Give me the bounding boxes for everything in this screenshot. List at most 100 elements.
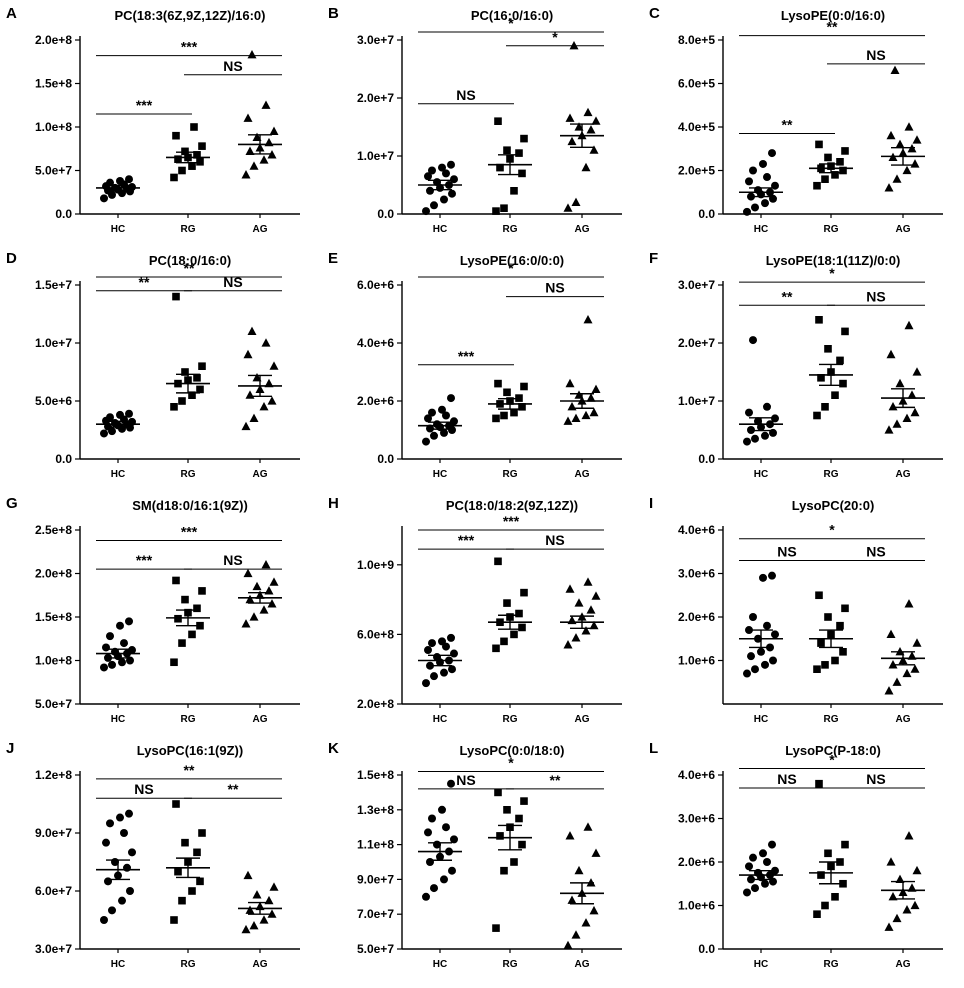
data-point xyxy=(763,621,771,630)
data-point xyxy=(745,862,753,871)
data-point xyxy=(886,629,896,638)
data-point xyxy=(188,887,196,895)
data-point xyxy=(247,326,257,335)
data-point xyxy=(249,413,259,422)
chart-title: LysoPC(0:0/18:0) xyxy=(460,743,565,758)
chart-title: SM(d18:0/16:1(9Z)) xyxy=(132,498,248,513)
data-point xyxy=(188,391,196,399)
data-point xyxy=(126,887,134,895)
data-point xyxy=(125,175,133,184)
data-point xyxy=(170,403,178,411)
data-point xyxy=(518,403,526,411)
data-point xyxy=(763,858,771,866)
y-tick-label: 1.0e+7 xyxy=(357,149,394,163)
significance-label: ** xyxy=(782,288,793,304)
data-point xyxy=(749,853,757,862)
data-point xyxy=(118,896,126,905)
data-point xyxy=(583,107,593,117)
y-tick-label: 0.0 xyxy=(698,207,715,221)
data-point xyxy=(172,576,180,585)
data-point xyxy=(422,437,430,446)
data-point xyxy=(763,173,771,182)
x-tick-label: HC xyxy=(111,959,125,970)
data-point xyxy=(500,411,508,420)
data-point xyxy=(895,139,905,148)
data-point xyxy=(252,373,262,382)
data-point xyxy=(910,900,920,910)
y-tick-label: 0.0 xyxy=(55,452,72,466)
data-point xyxy=(108,906,116,915)
data-point xyxy=(181,838,189,847)
y-tick-label: 4.0e+6 xyxy=(678,768,715,782)
data-point xyxy=(907,390,917,399)
data-point xyxy=(450,835,458,844)
significance-label: NS xyxy=(134,781,153,797)
data-point xyxy=(565,831,575,840)
data-point xyxy=(198,587,206,595)
data-point xyxy=(886,130,896,140)
data-point xyxy=(430,884,438,893)
data-point xyxy=(500,637,508,646)
panel-letter: K xyxy=(328,740,339,757)
chart-I: I LysoPC(20:0) 1.0e+6 2.0e+6 3.0e+6 4.0e+6 HC R… xyxy=(649,495,943,725)
data-point xyxy=(902,905,912,914)
data-point xyxy=(181,595,189,604)
data-point xyxy=(181,368,189,376)
data-point xyxy=(884,686,894,695)
data-point xyxy=(839,166,847,175)
data-point xyxy=(581,410,591,420)
data-point xyxy=(424,172,432,181)
data-point xyxy=(196,877,204,886)
data-point xyxy=(178,639,186,647)
significance-label: *** xyxy=(458,348,475,364)
data-point xyxy=(503,146,511,154)
data-point xyxy=(743,207,751,216)
data-point xyxy=(757,647,765,656)
data-point xyxy=(583,822,593,831)
data-point xyxy=(912,135,922,144)
data-point xyxy=(448,866,456,875)
y-tick-label: 0.0 xyxy=(377,207,394,221)
data-point xyxy=(912,367,922,376)
data-point xyxy=(125,617,133,626)
data-point xyxy=(583,315,593,324)
x-tick-label: RG xyxy=(181,224,196,235)
data-point xyxy=(196,385,204,394)
data-point xyxy=(450,649,458,658)
data-point xyxy=(831,171,839,179)
significance-label: ** xyxy=(184,762,195,778)
data-point xyxy=(430,672,438,681)
data-point xyxy=(116,176,124,185)
data-point xyxy=(188,162,196,170)
y-tick-label: 1.5e+8 xyxy=(35,77,72,91)
data-point xyxy=(565,378,575,388)
y-tick-label: 2.0e+8 xyxy=(35,33,72,47)
data-point xyxy=(841,840,849,849)
y-tick-label: 1.0e+8 xyxy=(35,120,72,134)
data-point xyxy=(910,407,920,417)
data-point xyxy=(904,831,914,840)
x-tick-label: HC xyxy=(754,959,768,970)
significance-label: NS xyxy=(456,87,475,103)
y-tick-label: 6.0e+5 xyxy=(678,77,715,91)
data-point xyxy=(447,394,455,403)
data-point xyxy=(422,207,430,216)
data-point xyxy=(520,382,528,391)
data-point xyxy=(178,166,186,175)
data-point xyxy=(245,594,255,604)
y-tick-label: 0.0 xyxy=(698,942,715,956)
data-point xyxy=(424,414,432,423)
significance-label: NS xyxy=(223,552,242,568)
data-point xyxy=(106,632,114,641)
data-point xyxy=(252,132,262,142)
significance-label: * xyxy=(508,755,514,771)
data-point xyxy=(269,882,279,891)
data-point xyxy=(589,620,599,630)
data-point xyxy=(751,665,759,674)
y-tick-label: 2.0e+8 xyxy=(357,697,394,711)
data-point xyxy=(821,661,829,669)
panel-letter: E xyxy=(328,250,338,267)
data-point xyxy=(815,779,823,788)
data-point xyxy=(817,639,825,647)
panel-letter: F xyxy=(649,250,658,267)
